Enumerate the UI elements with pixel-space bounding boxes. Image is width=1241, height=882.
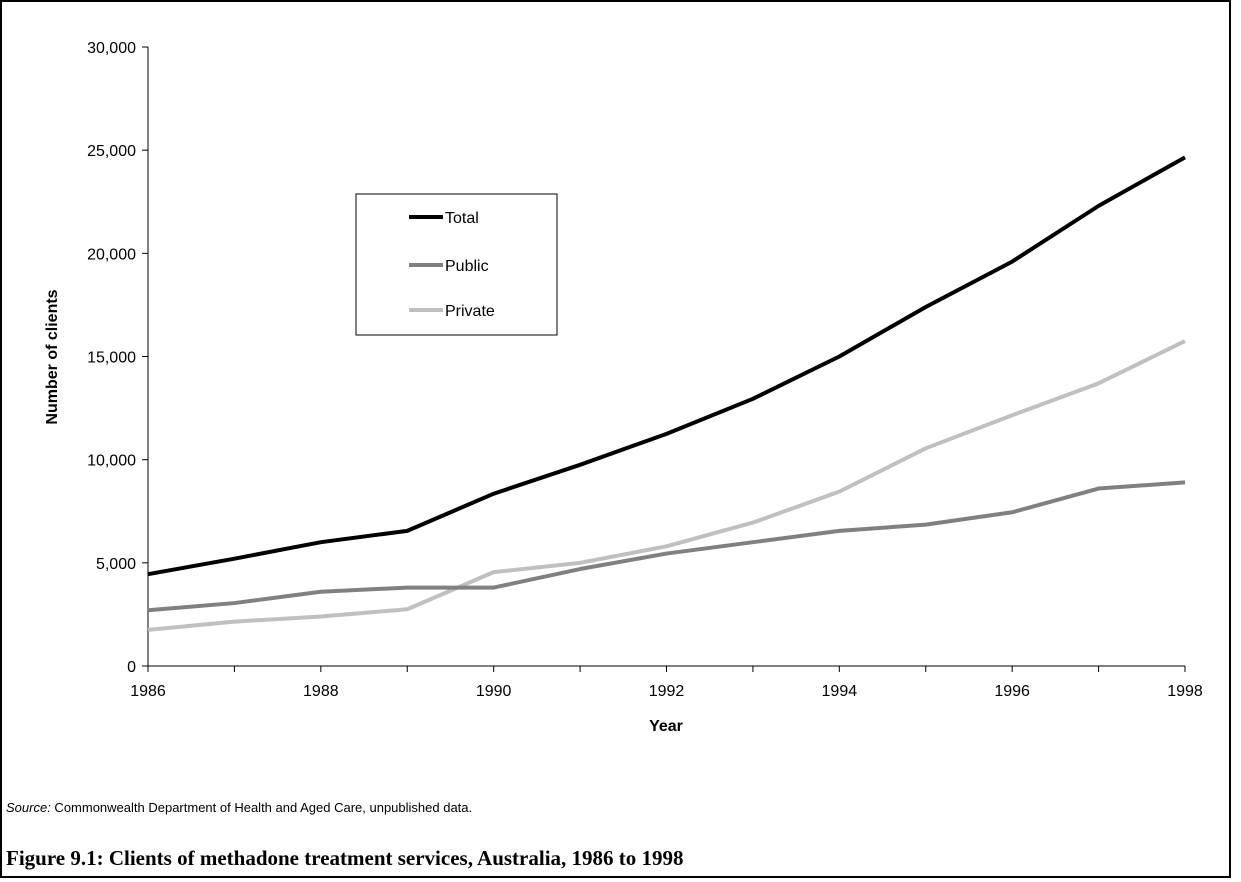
source-label: Source: bbox=[6, 800, 51, 815]
y-tick-label: 10,000 bbox=[87, 453, 136, 470]
series-line-public bbox=[147, 480, 1186, 613]
x-axis-title: Year bbox=[649, 718, 683, 735]
x-tick-label: 1986 bbox=[130, 683, 166, 700]
series-line-total bbox=[147, 155, 1186, 577]
y-tick-label: 15,000 bbox=[87, 350, 136, 367]
y-tick-label: 5,000 bbox=[96, 556, 136, 573]
source-text: Commonwealth Department of Health and Ag… bbox=[50, 800, 473, 815]
legend-box bbox=[355, 193, 558, 336]
chart-axes bbox=[142, 46, 1186, 672]
series-line-private bbox=[147, 339, 1186, 632]
y-tick-label: 20,000 bbox=[87, 246, 136, 263]
legend-label-public: Public bbox=[445, 258, 489, 275]
x-tick-label: 1990 bbox=[476, 683, 512, 700]
x-tick-label: 1988 bbox=[303, 683, 339, 700]
legend: Total Public Private bbox=[355, 193, 558, 336]
y-tick-label: 25,000 bbox=[87, 143, 136, 160]
legend-label-private: Private bbox=[445, 303, 495, 320]
x-tick-label: 1996 bbox=[994, 683, 1030, 700]
x-tick-label: 1994 bbox=[822, 683, 858, 700]
chart-tick-labels: 0 5,000 10,000 15,000 20,000 25,000 30,000 1986… bbox=[87, 40, 1203, 700]
figure-caption: Figure 9.1: Clients of methadone treatme… bbox=[6, 846, 684, 870]
y-tick-label: 0 bbox=[127, 659, 136, 676]
chart-series-lines bbox=[147, 155, 1186, 632]
x-tick-label: 1998 bbox=[1167, 683, 1203, 700]
y-tick-label: 30,000 bbox=[87, 40, 136, 57]
x-tick-label: 1992 bbox=[649, 683, 685, 700]
legend-label-total: Total bbox=[445, 210, 479, 227]
source-note: Source: Commonwealth Department of Healt… bbox=[6, 800, 472, 815]
y-axis-title: Number of clients bbox=[44, 289, 61, 424]
line-chart: 0 5,000 10,000 15,000 20,000 25,000 30,000 1986… bbox=[44, 40, 1203, 735]
